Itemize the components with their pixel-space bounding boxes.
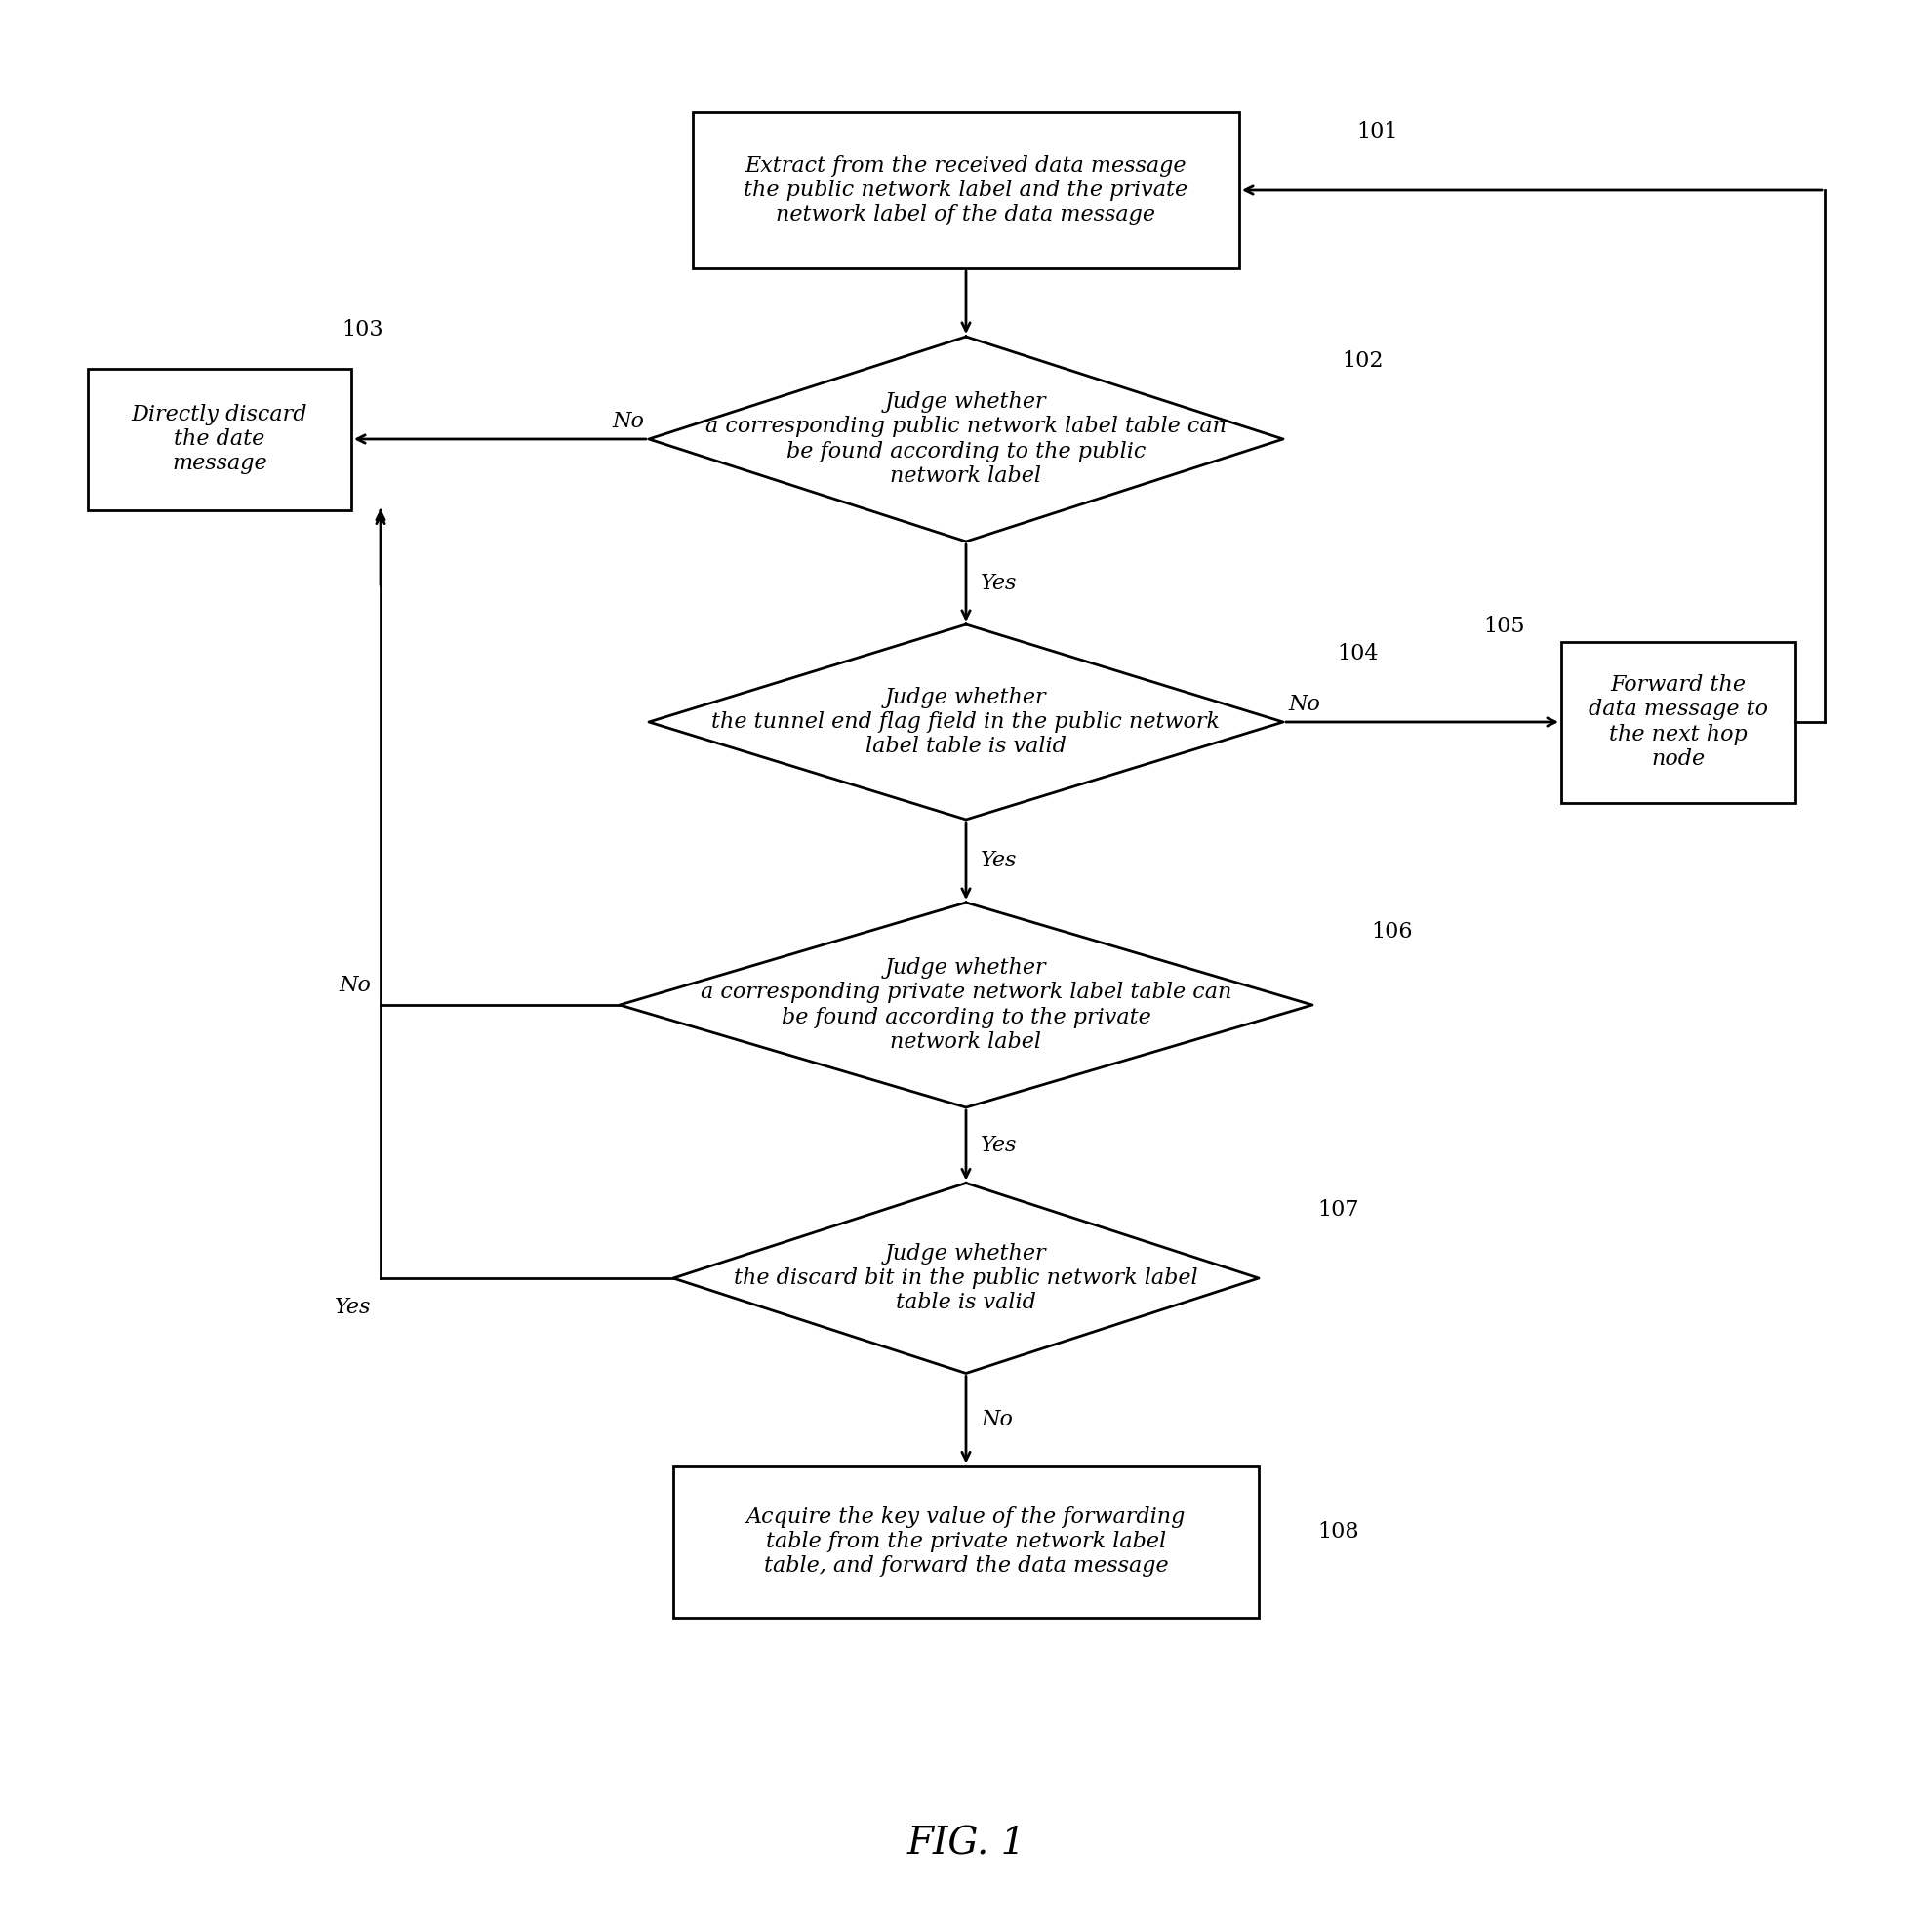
Text: 104: 104 <box>1337 644 1378 665</box>
Text: No: No <box>612 410 643 432</box>
Text: 106: 106 <box>1370 921 1412 942</box>
Text: 102: 102 <box>1341 351 1383 372</box>
Text: Acquire the key value of the forwarding
table from the private network label
tab: Acquire the key value of the forwarding … <box>746 1507 1184 1576</box>
Bar <box>692 112 1238 268</box>
Text: Directly discard
the date
message: Directly discard the date message <box>131 403 307 474</box>
Text: No: No <box>338 975 371 996</box>
Text: Yes: Yes <box>980 850 1016 871</box>
Text: 101: 101 <box>1356 121 1397 143</box>
Bar <box>1561 642 1795 802</box>
Text: Forward the
data message to
the next hop
node: Forward the data message to the next hop… <box>1588 674 1768 771</box>
Bar <box>672 1466 1258 1617</box>
Text: Judge whether
a corresponding public network label table can
be found according : Judge whether a corresponding public net… <box>705 391 1227 488</box>
Text: 107: 107 <box>1316 1199 1358 1220</box>
Text: Yes: Yes <box>980 1135 1016 1156</box>
Text: Judge whether
the discard bit in the public network label
table is valid: Judge whether the discard bit in the pub… <box>734 1243 1198 1314</box>
Text: Judge whether
a corresponding private network label table can
be found according: Judge whether a corresponding private ne… <box>699 958 1231 1052</box>
Text: No: No <box>980 1409 1012 1430</box>
Text: FIG. 1: FIG. 1 <box>906 1827 1026 1861</box>
Text: 105: 105 <box>1482 617 1524 638</box>
Bar <box>87 368 352 511</box>
Text: Judge whether
the tunnel end flag field in the public network
label table is val: Judge whether the tunnel end flag field … <box>711 686 1219 757</box>
Text: No: No <box>1287 694 1320 715</box>
Text: Extract from the received data message
the public network label and the private
: Extract from the received data message t… <box>744 154 1188 225</box>
Text: Yes: Yes <box>980 572 1016 594</box>
Text: 103: 103 <box>342 318 383 339</box>
Text: 108: 108 <box>1316 1520 1358 1544</box>
Text: Yes: Yes <box>334 1297 371 1318</box>
